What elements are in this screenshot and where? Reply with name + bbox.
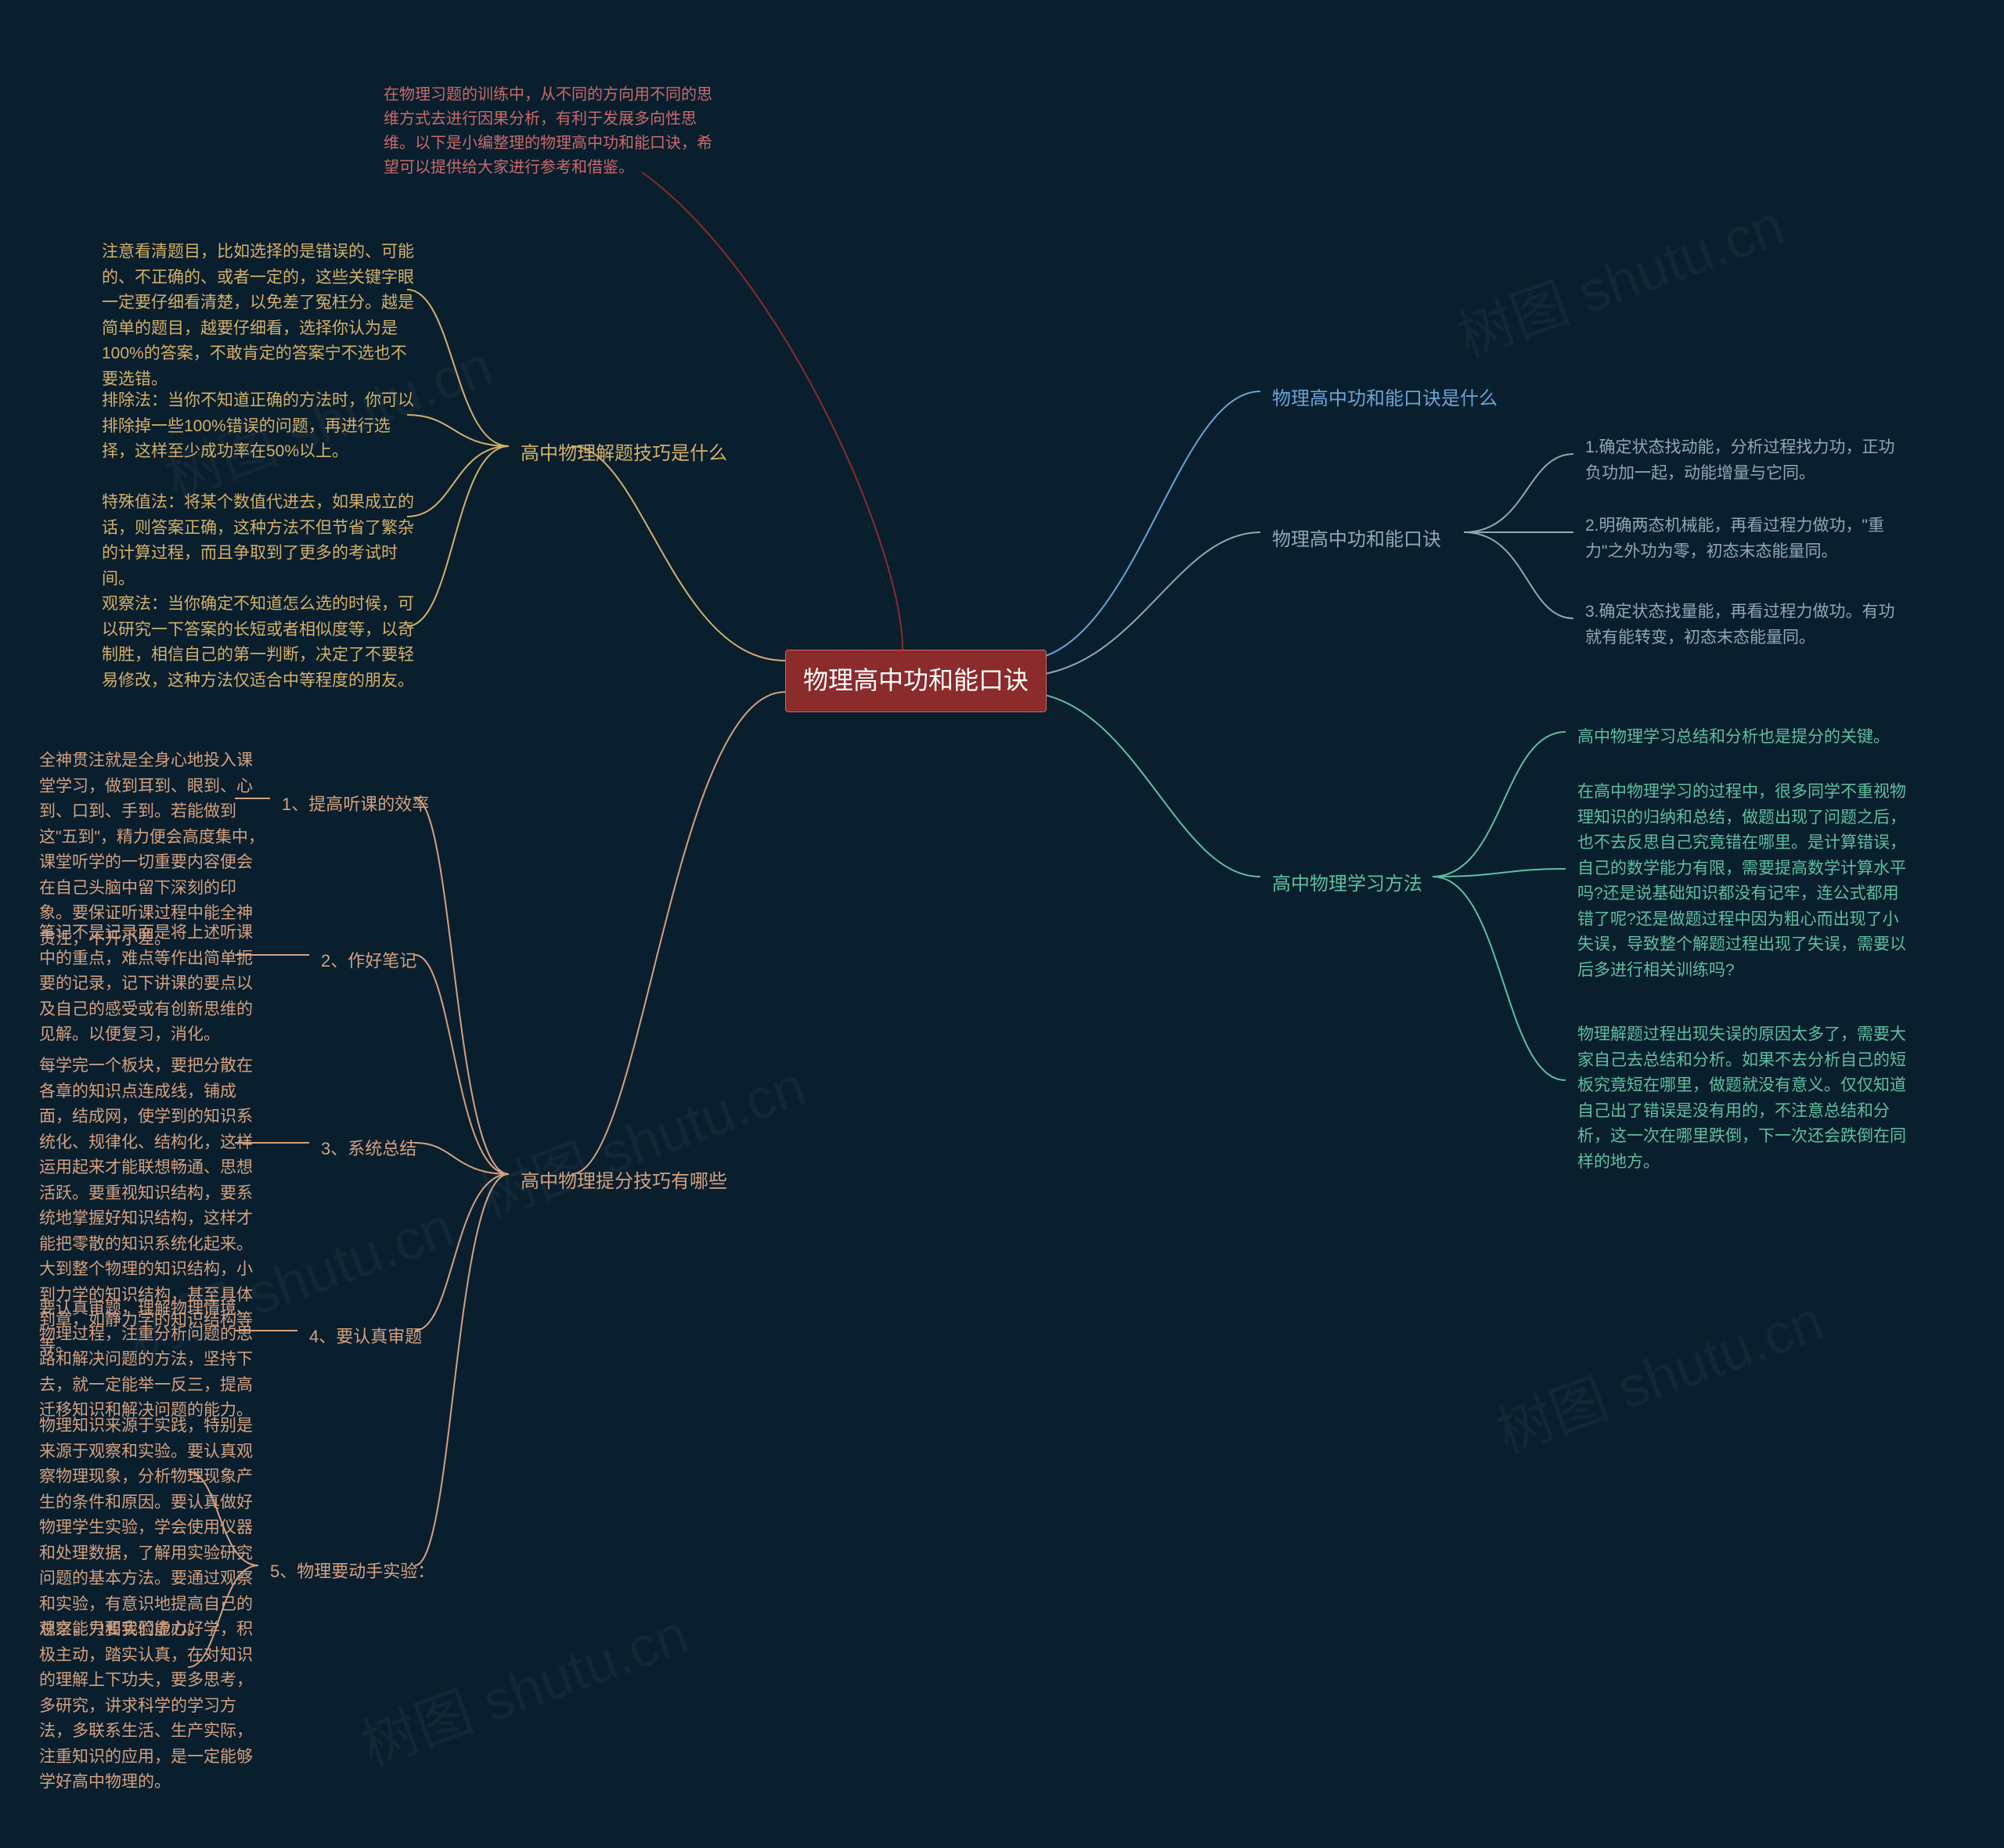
leaf-r2-1: 2.明确两态机械能，再看过程力做功，"重力"之外功为零，初态末态能量同。 [1577,509,1906,569]
leaf-r3-0: 高中物理学习总结和分析也是提分的关键。 [1570,720,1898,755]
branch-l1[interactable]: 高中物理解题技巧是什么 [513,434,735,473]
branch-r1[interactable]: 物理高中功和能口诀是什么 [1264,380,1505,418]
watermark: 树图 shutu.cn [348,1588,697,1782]
leaf-l2-num-0[interactable]: 1、提高听课的效率 [274,787,437,823]
leaf-r3-1: 在高中物理学习的过程中，很多同学不重视物理知识的归纳和总结，做题出现了问题之后，… [1570,775,1914,988]
leaf-l2-text-3: 要认真审题，理解物理情境、物理过程，注重分析问题的思路和解决问题的方法，坚持下去… [31,1291,274,1428]
leaf-l1-1: 排除法：当你不知道正确的方法时，你可以排除掉一些100%错误的问题，再进行选择，… [94,384,423,470]
leaf-l2-num-2[interactable]: 3、系统总结 [313,1131,424,1167]
leaf-r2-2: 3.确定状态找量能，再看过程力做功。有功就有能转变，初态末态能量同。 [1577,595,1906,655]
leaf-r2-0: 1.确定状态找动能，分析过程找力功，正功负功加一起，动能增量与它同。 [1577,430,1906,491]
leaf-l2-num-4[interactable]: 5、物理要动手实验： [262,1554,442,1590]
watermark: 树图 shutu.cn [1444,179,1793,373]
leaf-l2-num-1[interactable]: 2、作好笔记 [313,943,424,979]
leaf-l1-2: 特殊值法：将某个数值代进去，如果成立的话，则答案正确，这种方法不但节省了繁杂的计… [94,485,423,596]
leaf-l2-num-3[interactable]: 4、要认真审题 [301,1319,430,1355]
watermark: 树图 shutu.cn [466,1040,815,1234]
watermark: 树图 shutu.cn [1483,1275,1833,1469]
branch-r2[interactable]: 物理高中功和能口诀 [1264,521,1449,559]
branch-l2[interactable]: 高中物理提分技巧有哪些 [513,1162,735,1201]
leaf-l1-0: 注意看清题目，比如选择的是错误的、可能的、不正确的、或者一定的，这些关键字眼一定… [94,235,423,397]
leaf-r3-2: 物理解题过程出现失误的原因太多了，需要大家自己去总结和分析。如果不去分析自己的短… [1570,1018,1914,1180]
branch-r3[interactable]: 高中物理学习方法 [1264,865,1430,903]
leaf-l2-text-1: 笔记不是记录而是将上述听课中的重点，难点等作出简单扼要的记录，记下讲课的要点以及… [31,916,274,1053]
leaf-l2-text-4b: 总之，只要我们虚心好学，积极主动，踏实认真，在对知识的理解上下功夫，要多思考，多… [31,1612,274,1800]
root-node[interactable]: 物理高中功和能口诀 [785,650,1047,712]
intro-text: 在物理习题的训练中，从不同的方向用不同的思维方式去进行因果分析，有利于发展多向性… [376,78,720,185]
leaf-l1-3: 观察法：当你确定不知道怎么选的时候，可以研究一下答案的长短或者相似度等，以奇制胜… [94,587,423,698]
